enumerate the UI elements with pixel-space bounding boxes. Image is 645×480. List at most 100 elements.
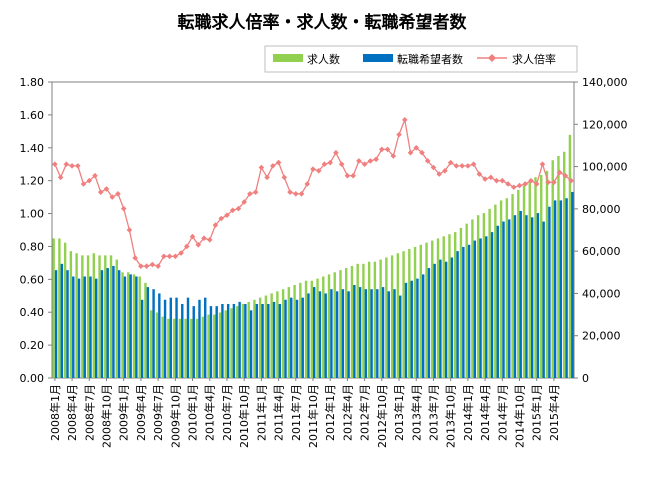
right-axis-tick-label: 0 — [582, 372, 589, 385]
seekers-bar — [358, 287, 362, 378]
ratio-point — [52, 161, 58, 168]
x-axis-tick-label: 2008年1月 — [48, 384, 62, 441]
ratio-line — [54, 117, 572, 267]
jobs-bar — [522, 185, 526, 378]
seekers-bar — [175, 297, 178, 378]
jobs-bar — [402, 251, 405, 378]
legend-seekers-label: 転職希望者数 — [397, 52, 463, 66]
x-axis-tick-label: 2011年7月 — [289, 384, 303, 441]
ratio-point — [143, 263, 150, 269]
jobs-bar — [161, 316, 164, 378]
seekers-bar — [72, 276, 75, 378]
seekers-bar — [95, 278, 98, 378]
seekers-bar — [330, 289, 333, 378]
ratio-point — [80, 181, 87, 187]
ratio-point — [465, 163, 471, 169]
seekers-bar — [421, 274, 425, 378]
jobs-bar — [224, 310, 227, 378]
jobs-bar — [557, 156, 560, 378]
jobs-bar — [138, 276, 141, 378]
jobs-bar — [316, 278, 319, 378]
ratio-point — [482, 176, 488, 182]
right-axis-tick-label: 80,000 — [582, 203, 621, 216]
ratio-point — [424, 158, 431, 164]
ratio-point — [442, 168, 448, 174]
seekers-bar — [158, 293, 161, 378]
seekers-bar — [54, 270, 58, 378]
jobs-bar — [471, 219, 474, 378]
seekers-bar — [341, 289, 345, 378]
seekers-bar — [249, 310, 253, 378]
x-axis-tick-label: 2011年4月 — [272, 384, 286, 441]
jobs-bar — [436, 238, 440, 378]
jobs-bar — [293, 284, 296, 378]
ratio-point — [258, 164, 265, 171]
ratio-point — [189, 233, 196, 240]
seekers-bar — [393, 289, 396, 378]
seekers-bar — [548, 206, 551, 378]
jobs-bar — [459, 227, 463, 378]
jobs-bar — [178, 318, 182, 378]
x-axis-tick-label: 2013年4月 — [409, 384, 423, 441]
jobs-bar — [517, 189, 520, 378]
jobs-bar — [425, 242, 428, 378]
ratio-point — [556, 169, 563, 176]
jobs-bar — [149, 310, 153, 378]
seekers-bar — [100, 270, 104, 378]
jobs-bar — [396, 253, 400, 378]
jobs-bar — [562, 151, 566, 378]
ratio-point — [310, 166, 316, 172]
x-axis-tick-label: 2010年10月 — [237, 384, 251, 448]
jobs-bar — [322, 276, 325, 378]
seekers-bar — [244, 304, 247, 378]
seekers-bar — [387, 291, 390, 378]
ratio-point — [281, 174, 288, 181]
x-axis-tick-label: 2009年1月 — [117, 384, 131, 441]
x-axis-tick-label: 2013年10月 — [444, 384, 458, 448]
jobs-bar — [132, 274, 136, 378]
ratio-point — [568, 177, 574, 184]
seekers-bar — [146, 287, 150, 378]
ratio-point — [344, 172, 351, 179]
jobs-bar — [488, 208, 491, 378]
jobs-bar — [63, 242, 67, 378]
seekers-bar — [83, 276, 86, 378]
x-axis-tick-label: 2014年10月 — [513, 384, 527, 448]
ratio-point — [270, 163, 276, 169]
left-axis-tick-label: 0.60 — [20, 273, 45, 286]
seekers-bar — [267, 304, 270, 378]
x-axis-tick-label: 2008年10月 — [99, 384, 113, 448]
ratio-point — [241, 199, 247, 205]
legend-jobs-label: 求人数 — [307, 53, 340, 66]
x-axis-tick-label: 2009年10月 — [168, 384, 182, 448]
ratio-point — [407, 149, 414, 156]
ratio-point — [367, 158, 374, 164]
jobs-bar — [236, 306, 239, 378]
jobs-bar — [482, 213, 486, 378]
ratio-point — [161, 253, 167, 260]
jobs-bar — [431, 240, 434, 378]
seekers-bar — [106, 268, 109, 378]
ratio-point — [401, 117, 408, 123]
seekers-bar — [439, 259, 442, 378]
right-axis-tick-label: 140,000 — [582, 76, 628, 89]
ratio-point — [132, 255, 138, 261]
jobs-bar — [534, 177, 537, 378]
ratio-point — [499, 177, 506, 184]
seekers-bar — [399, 295, 402, 378]
seekers-bar — [370, 289, 373, 378]
seekers-bar — [496, 225, 499, 378]
jobs-bar — [172, 318, 176, 378]
ratio-point — [562, 172, 569, 179]
jobs-bar — [419, 244, 422, 378]
jobs-bar — [413, 246, 417, 378]
jobs-bar — [453, 232, 457, 378]
ratio-point — [327, 159, 334, 166]
jobs-bar — [465, 223, 468, 378]
x-axis-tick-label: 2010年7月 — [220, 384, 234, 441]
legend-box — [264, 45, 578, 73]
jobs-bar — [121, 272, 124, 378]
seekers-bar — [427, 268, 431, 378]
seekers-bar — [181, 304, 184, 378]
seekers-bar — [284, 299, 287, 378]
